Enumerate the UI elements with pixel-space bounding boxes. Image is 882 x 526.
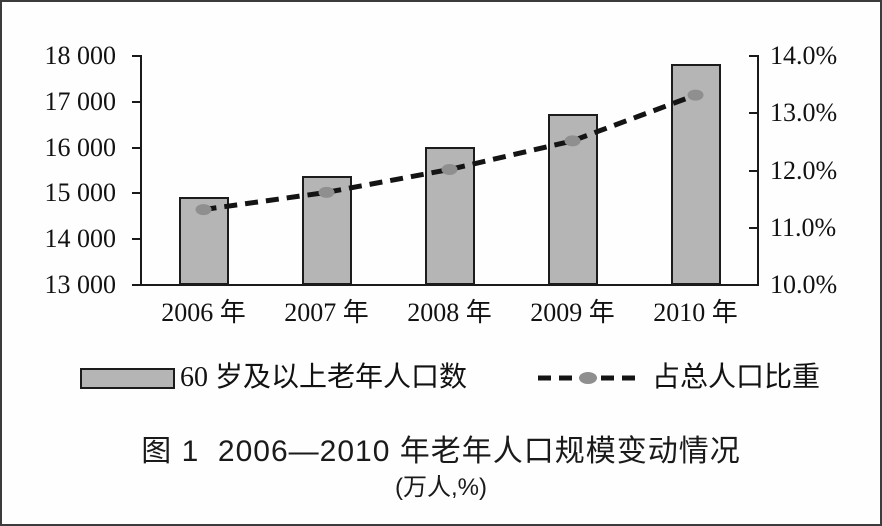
right-axis-tick	[749, 226, 757, 229]
right-axis-tick-label: 14.0%	[770, 41, 838, 70]
legend-line-label: 占总人口比重	[652, 362, 821, 393]
x-axis-category-label: 2006 年	[161, 298, 246, 327]
left-axis-tick-label: 15 000	[44, 178, 117, 208]
right-axis-tick-label: 10.0%	[770, 270, 838, 299]
left-axis-tick-label: 16 000	[44, 132, 117, 162]
left-axis-tick-label: 14 000	[44, 224, 117, 254]
legend-bar-swatch	[80, 368, 175, 389]
right-axis-tick	[749, 112, 757, 115]
x-axis-category-label: 2007 年	[284, 298, 369, 327]
right-axis-line	[757, 55, 759, 286]
right-axis-tick	[749, 55, 757, 57]
figure-subcaption: (万人,%)	[395, 474, 487, 501]
figure-caption: 图 1 2006—2010 年老年人口规模变动情况	[141, 435, 741, 468]
right-axis-tick-label: 11.0%	[770, 212, 837, 242]
x-axis-line	[140, 284, 759, 286]
x-axis-category-label: 2009 年	[530, 298, 615, 327]
bar	[547, 113, 598, 285]
legend-bar-label: 60 岁及以上老年人口数	[180, 362, 468, 393]
legend-line-icon	[538, 372, 638, 384]
left-axis-tick-label: 18 000	[44, 41, 117, 70]
bar	[301, 176, 352, 285]
right-axis-tick	[749, 284, 757, 286]
left-axis-tick	[132, 100, 140, 103]
bar	[670, 64, 721, 285]
bar	[424, 146, 475, 285]
left-axis-tick	[132, 238, 140, 241]
left-axis-line	[140, 55, 142, 286]
left-axis-tick	[132, 284, 140, 286]
right-axis-tick-label: 12.0%	[770, 155, 838, 185]
x-axis-category-label: 2008 年	[407, 298, 492, 327]
left-axis-tick	[132, 55, 140, 57]
right-axis-tick	[749, 169, 757, 172]
left-axis-tick-label: 17 000	[44, 86, 117, 116]
x-axis-category-label: 2010 年	[653, 298, 738, 327]
left-axis-tick-label: 13 000	[44, 270, 117, 299]
right-axis-tick-label: 13.0%	[770, 98, 838, 128]
left-axis-tick	[132, 146, 140, 149]
left-axis-tick	[132, 192, 140, 195]
bar	[178, 196, 229, 285]
